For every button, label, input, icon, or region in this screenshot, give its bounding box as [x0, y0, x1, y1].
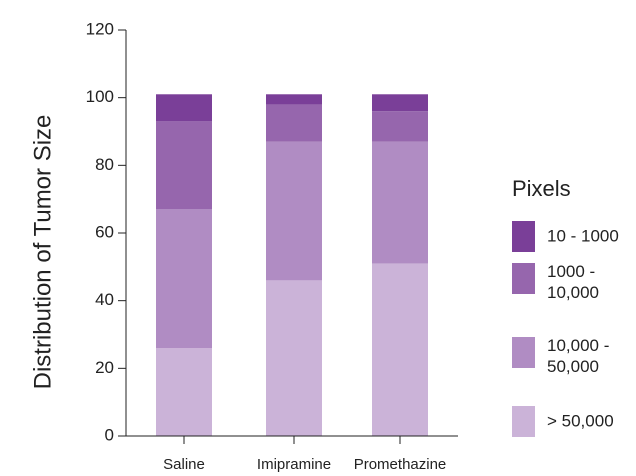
bar-stack [372, 94, 428, 436]
bar-segment [266, 94, 322, 105]
bar-segment [266, 141, 322, 281]
legend-swatch [512, 406, 535, 437]
legend-item: 10 - 1000 [512, 221, 619, 252]
legend-swatch [512, 221, 535, 252]
y-tick-label: 100 [86, 87, 114, 106]
bar-segment [372, 263, 428, 436]
legend: Pixels 10 - 1000 1000 - 10,000 10,000 - 50,0… [512, 176, 619, 437]
bar-segment [372, 94, 428, 112]
legend-item: > 50,000 [512, 406, 614, 437]
legend-label: 50,000 [547, 357, 599, 376]
legend-swatch [512, 337, 535, 368]
bar-segment [266, 104, 322, 142]
bar-segment [156, 348, 212, 436]
y-tick-label: 60 [95, 222, 114, 241]
legend-label: 1000 - [547, 262, 595, 281]
legend-label: 10,000 [547, 283, 599, 302]
legend-title: Pixels [512, 176, 571, 201]
bar-segment [266, 280, 322, 436]
legend-label: 10 - 1000 [547, 226, 619, 245]
y-tick-label: 0 [105, 425, 114, 444]
x-tick-label: Imipramine [257, 456, 331, 473]
legend-swatch [512, 263, 535, 294]
y-tick-label: 40 [95, 290, 114, 309]
bar-segment [372, 141, 428, 264]
bar-segment [156, 209, 212, 349]
x-tick-label: Promethazine [354, 456, 447, 473]
legend-label: 10,000 - [547, 336, 609, 355]
bar-stack [156, 94, 212, 436]
legend-item: 10,000 - 50,000 [512, 336, 609, 376]
y-tick-label: 120 [86, 19, 114, 38]
x-axis: Saline Imipramine Promethazine [118, 435, 458, 473]
legend-item: 1000 - 10,000 [512, 262, 599, 302]
x-tick-label: Saline [163, 456, 205, 473]
legend-label: > 50,000 [547, 411, 614, 430]
bar-segment [372, 111, 428, 142]
y-axis: 0 20 40 60 80 100 120 [86, 19, 127, 444]
y-axis-label: Distribution of Tumor Size [29, 115, 56, 390]
bar-segment [156, 94, 212, 122]
bar-stack [266, 94, 322, 436]
y-tick-label: 80 [95, 155, 114, 174]
bar-segment [156, 121, 212, 210]
y-tick-label: 20 [95, 358, 114, 377]
bars [156, 94, 428, 436]
